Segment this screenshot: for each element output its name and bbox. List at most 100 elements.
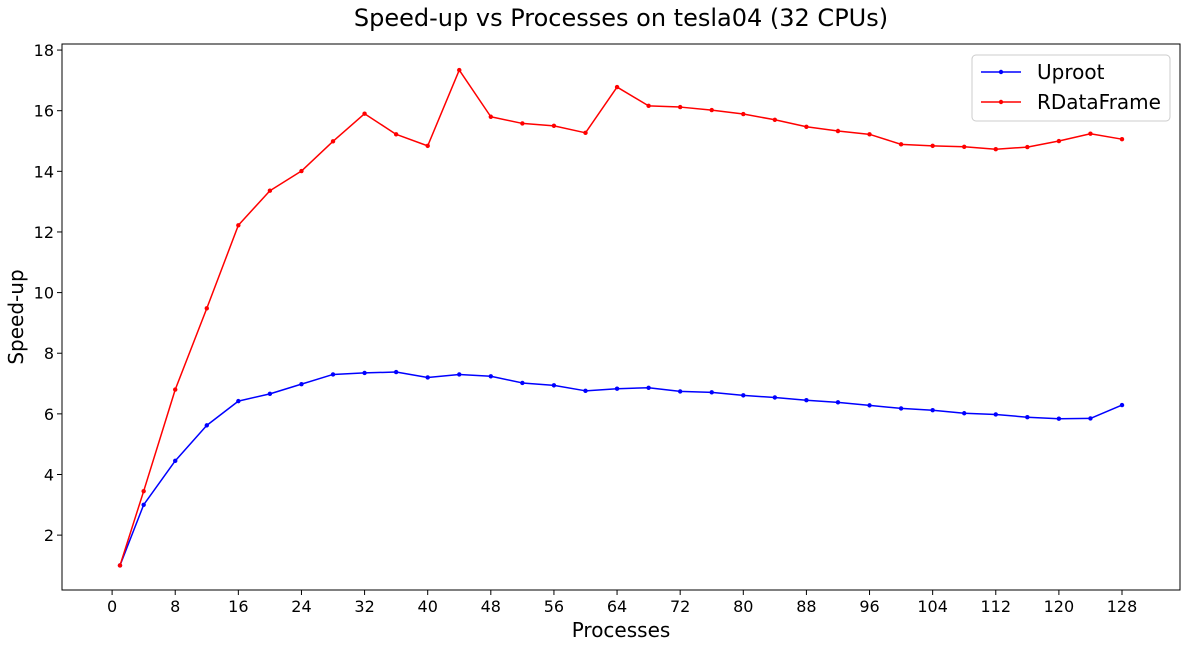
plot-area	[61, 43, 1181, 591]
data-point-uproot	[709, 390, 714, 395]
x-tick-label: 16	[228, 597, 248, 616]
x-tick-label: 32	[354, 597, 374, 616]
x-tick-label: 72	[670, 597, 690, 616]
data-point-rdataframe	[299, 168, 304, 174]
data-point-rdataframe	[1056, 138, 1062, 144]
data-point-uproot	[488, 374, 494, 379]
legend-box	[971, 54, 1171, 122]
x-tick-label: 8	[170, 597, 180, 616]
x-tick-label: 96	[859, 597, 879, 616]
data-point-rdataframe	[520, 121, 525, 126]
legend-label-rdataframe: RDataFrame	[1037, 90, 1161, 114]
data-point-rdataframe	[930, 143, 935, 149]
series-line-rdataframe	[119, 69, 1123, 566]
x-tick-label: 40	[418, 597, 438, 616]
data-point-rdataframe	[362, 111, 367, 116]
data-point-uproot	[772, 395, 778, 400]
series-line-uproot	[119, 371, 1123, 566]
series-layer	[117, 67, 1125, 568]
data-point-rdataframe	[393, 132, 399, 137]
y-axis: 2 4 6 8 10 12 14 16 18	[34, 41, 62, 545]
data-point-rdataframe	[551, 123, 557, 129]
legend: Uproot RDataFrame	[971, 54, 1171, 122]
y-tick-label: 10	[34, 284, 54, 303]
y-tick-label: 18	[34, 41, 54, 60]
x-tick-label: 64	[607, 597, 627, 616]
data-point-rdataframe	[614, 84, 620, 90]
data-point-uproot	[677, 389, 683, 394]
chart-title: Speed-up vs Processes on tesla04 (32 CPU…	[354, 4, 888, 32]
y-axis-label: Speed-up	[4, 269, 28, 364]
data-point-uproot	[1056, 416, 1062, 421]
y-tick-label: 14	[34, 162, 54, 181]
data-point-rdataframe	[962, 144, 967, 149]
x-tick-label: 48	[481, 597, 501, 616]
data-point-uproot	[962, 411, 967, 416]
data-point-uproot	[362, 370, 367, 376]
data-point-rdataframe	[772, 117, 778, 122]
data-point-rdataframe	[993, 146, 998, 152]
x-axis: 0 8 16 24 32 40 48 56 64 72 80 88 96 104 112 120 128	[107, 590, 1137, 616]
data-point-uproot	[425, 375, 430, 380]
data-point-uproot	[835, 400, 841, 405]
data-point-rdataframe	[425, 143, 430, 149]
data-point-uproot	[457, 372, 462, 377]
x-tick-label: 0	[107, 597, 117, 616]
x-tick-label: 112	[980, 597, 1011, 616]
data-point-uproot	[393, 369, 399, 375]
data-point-uproot	[1119, 402, 1125, 408]
data-point-rdataframe	[804, 124, 809, 129]
data-point-uproot	[993, 412, 998, 417]
data-point-uproot	[1025, 414, 1030, 420]
data-point-rdataframe	[1088, 131, 1093, 136]
data-point-rdataframe	[267, 188, 273, 193]
data-point-rdataframe	[117, 563, 123, 568]
data-point-uproot	[1088, 416, 1093, 421]
x-tick-label: 24	[291, 597, 311, 616]
data-point-rdataframe	[141, 488, 146, 494]
data-point-rdataframe	[488, 114, 494, 119]
x-tick-label: 88	[796, 597, 816, 616]
data-point-uproot	[583, 388, 588, 394]
data-point-rdataframe	[330, 139, 336, 144]
y-tick-label: 12	[34, 223, 54, 242]
y-tick-label: 6	[44, 405, 54, 424]
x-tick-label: 120	[1044, 597, 1075, 616]
data-point-uproot	[173, 458, 178, 464]
data-point-rdataframe	[898, 142, 904, 147]
x-tick-label: 128	[1107, 597, 1138, 616]
data-point-uproot	[741, 393, 746, 398]
y-tick-label: 16	[34, 102, 54, 121]
legend-marker-uproot	[998, 69, 1004, 75]
data-point-uproot	[898, 406, 904, 411]
data-point-rdataframe	[677, 104, 683, 110]
data-point-rdataframe	[204, 306, 209, 311]
data-point-rdataframe	[741, 111, 746, 117]
data-point-uproot	[930, 408, 935, 413]
data-point-rdataframe	[709, 107, 714, 113]
y-tick-label: 8	[44, 344, 54, 363]
data-point-rdataframe	[236, 223, 241, 228]
data-point-uproot	[804, 398, 809, 403]
legend-label-uproot: Uproot	[1037, 60, 1105, 84]
x-tick-label: 80	[733, 597, 753, 616]
data-point-rdataframe	[867, 132, 872, 137]
data-point-uproot	[299, 381, 304, 387]
data-point-rdataframe	[457, 67, 462, 73]
data-point-uproot	[551, 383, 557, 388]
data-point-uproot	[614, 386, 620, 391]
data-point-rdataframe	[173, 387, 178, 392]
data-point-rdataframe	[583, 130, 588, 136]
data-point-rdataframe	[835, 128, 841, 134]
x-tick-label: 56	[544, 597, 564, 616]
data-point-uproot	[204, 423, 209, 428]
data-point-uproot	[236, 398, 241, 404]
data-point-uproot	[646, 385, 651, 390]
data-point-rdataframe	[646, 103, 651, 109]
data-point-rdataframe	[1119, 136, 1125, 142]
data-point-uproot	[330, 372, 336, 377]
y-tick-label: 4	[44, 465, 54, 484]
data-point-uproot	[867, 403, 872, 408]
x-tick-label: 104	[917, 597, 948, 616]
